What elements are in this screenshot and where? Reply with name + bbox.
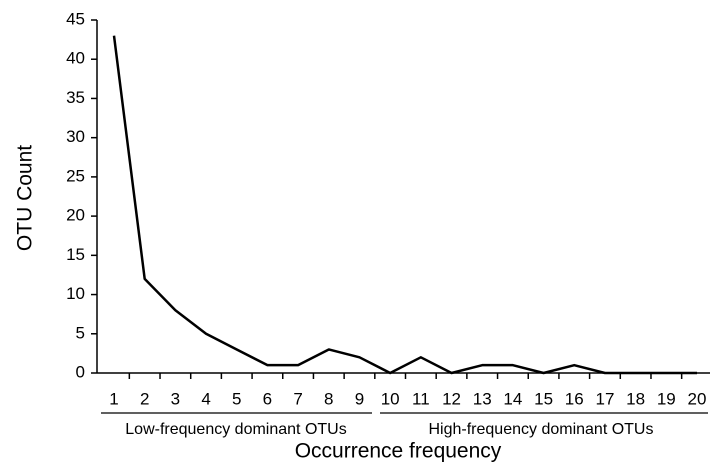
x-tick-label: 20	[688, 389, 707, 408]
x-tick-label: 16	[565, 389, 584, 408]
annotation: Low-frequency dominant OTUs	[125, 421, 346, 438]
x-tick-label: 5	[232, 389, 241, 408]
x-tick-label: 17	[595, 389, 614, 408]
x-tick-label: 10	[381, 389, 400, 408]
y-tick-label: 35	[66, 88, 85, 107]
annotation: High-frequency dominant OTUs	[429, 421, 654, 438]
y-tick-label: 0	[76, 362, 85, 381]
x-tick-label: 7	[293, 389, 302, 408]
y-tick-label: 25	[66, 166, 85, 185]
y-axis-label: OTU Count	[14, 145, 37, 251]
y-tick-label: 40	[66, 49, 85, 68]
x-tick-label: 3	[171, 389, 180, 408]
x-tick-label: 8	[324, 389, 333, 408]
x-tick-label: 2	[140, 389, 149, 408]
y-tick-label: 15	[66, 245, 85, 264]
x-tick-label: 11	[412, 389, 430, 408]
x-tick-label: 18	[626, 389, 645, 408]
x-tick-label: 13	[473, 389, 492, 408]
x-tick-label: 6	[263, 389, 272, 408]
x-tick-label: 4	[201, 389, 210, 408]
y-tick-label: 30	[66, 127, 85, 146]
x-tick-label: 1	[109, 389, 118, 408]
line	[112, 35, 697, 375]
y-tick-label: 45	[66, 9, 85, 28]
x-tick-label: 9	[355, 389, 364, 408]
y-tick-label: 10	[66, 284, 85, 303]
x-axis-label: Occurrence frequency	[295, 440, 502, 463]
y-tick-label: 20	[66, 206, 85, 225]
y-tick-label: 5	[76, 323, 85, 342]
x-tick-label: 19	[657, 389, 676, 408]
x-tick-label: 14	[503, 389, 522, 408]
x-tick-label: 12	[442, 389, 461, 408]
x-tick-label: 15	[534, 389, 553, 408]
